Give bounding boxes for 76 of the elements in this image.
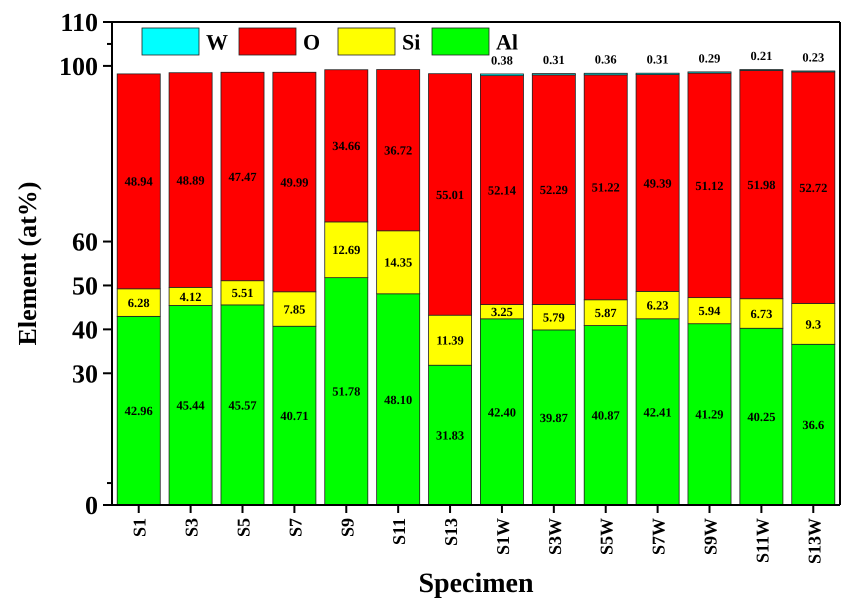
- legend-label: W: [206, 30, 228, 55]
- data-label: 48.89: [176, 173, 205, 188]
- data-label: 0.21: [750, 48, 772, 63]
- data-label: 12.69: [332, 243, 360, 258]
- data-label: 36.6: [802, 418, 824, 432]
- x-tick-label: S1: [130, 518, 150, 538]
- data-label: 47.47: [228, 170, 257, 184]
- y-tick-label: 30: [72, 359, 98, 388]
- data-label: 41.29: [695, 408, 724, 422]
- x-tick-label: S3W: [544, 518, 565, 556]
- x-tick-label: S13: [441, 518, 462, 546]
- legend-label: Si: [402, 30, 420, 55]
- x-axis-title: Specimen: [418, 568, 534, 599]
- data-label: 45.44: [176, 398, 206, 413]
- x-tick-label: S7W: [648, 518, 669, 556]
- data-label: 9.3: [805, 317, 822, 332]
- data-label: 0.31: [542, 52, 565, 67]
- y-axis-title: Element (at%): [13, 182, 42, 346]
- data-label: 3.25: [491, 305, 513, 320]
- data-label: 0.29: [698, 51, 720, 66]
- data-label: 40.71: [280, 409, 308, 423]
- x-tick-label: S7: [285, 518, 306, 538]
- x-tick-label: S13W: [804, 518, 824, 564]
- data-label: 0.31: [646, 52, 669, 67]
- data-label: 48.94: [124, 174, 154, 189]
- x-tick-label: S11: [389, 518, 410, 546]
- data-label: 49.99: [280, 175, 308, 190]
- data-label: 39.87: [540, 410, 568, 425]
- data-label: 7.85: [283, 302, 306, 316]
- x-tick-label: S3: [182, 518, 202, 538]
- data-label: 5.79: [542, 310, 565, 325]
- data-label: 55.01: [436, 188, 464, 202]
- data-label: 52.72: [799, 181, 828, 196]
- data-label: 42.41: [644, 405, 672, 420]
- y-tick-label: 60: [72, 228, 98, 257]
- y-tick-label: 110: [60, 8, 98, 38]
- legend-label: O: [303, 30, 320, 55]
- data-label: 0.36: [594, 52, 617, 67]
- y-tick-label: 0: [85, 491, 98, 520]
- x-tick-label: S9W: [700, 518, 720, 556]
- data-label: 6.73: [750, 306, 772, 321]
- data-label: 42.40: [488, 405, 516, 420]
- data-label: 40.25: [747, 410, 776, 424]
- data-label: 51.12: [695, 178, 724, 193]
- x-tick-label: S9: [337, 518, 358, 538]
- x-tick-label: S5: [234, 518, 254, 538]
- data-label: 31.83: [436, 428, 464, 442]
- data-label: 0.38: [491, 53, 513, 68]
- legend-label: Al: [496, 30, 518, 55]
- data-label: 11.39: [436, 334, 464, 348]
- data-label: 5.51: [232, 286, 254, 300]
- data-label: 45.57: [228, 398, 257, 412]
- x-tick-label: S5W: [596, 518, 617, 556]
- data-label: 6.23: [646, 298, 669, 312]
- x-tick-label: S1W: [492, 518, 513, 556]
- data-label: 51.98: [747, 178, 776, 192]
- y-tick-label: 100: [59, 52, 98, 82]
- data-label: 36.72: [384, 144, 412, 158]
- data-label: 48.10: [384, 392, 412, 407]
- data-label: 6.28: [128, 296, 150, 310]
- y-tick-label: 50: [72, 272, 98, 301]
- data-label: 51.22: [592, 180, 620, 195]
- y-tick-label: 40: [72, 315, 98, 344]
- data-label: 52.14: [488, 183, 517, 198]
- data-label: 42.96: [124, 404, 153, 418]
- data-label: 4.12: [180, 290, 202, 304]
- data-label: 0.23: [802, 50, 824, 64]
- x-tick-label: S11W: [752, 518, 772, 564]
- data-label: 34.66: [332, 139, 360, 154]
- data-label: 5.87: [594, 306, 617, 320]
- data-label: 52.29: [540, 183, 568, 198]
- data-label: 49.39: [644, 176, 672, 190]
- data-label: 5.94: [698, 304, 722, 318]
- data-label: 14.35: [384, 256, 412, 270]
- data-label: 51.78: [332, 384, 360, 399]
- data-label: 40.87: [592, 408, 620, 423]
